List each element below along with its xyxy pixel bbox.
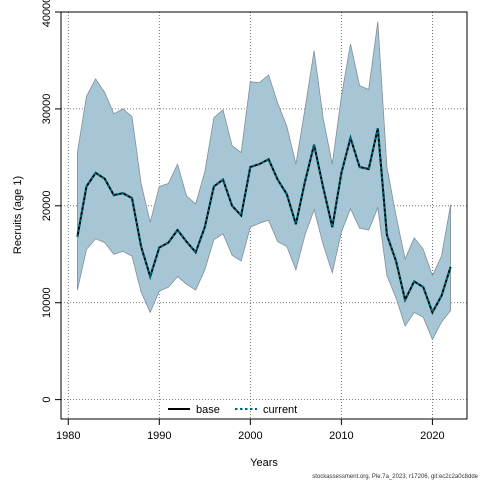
series-line-base	[76, 128, 452, 315]
legend-label-base: base	[196, 404, 220, 416]
series-lines	[76, 128, 452, 316]
x-axis: 1980 1990 2000 2010 2020	[56, 419, 445, 442]
grid	[61, 11, 467, 419]
y-axis: 0 10000 20000 30000 40000	[41, 0, 61, 403]
y-tick-label: 30000	[41, 94, 53, 125]
x-tick-label: 2000	[238, 430, 262, 442]
y-tick-label: 40000	[41, 0, 53, 27]
x-tick-label: 1980	[56, 430, 80, 442]
footer-text: stockassessment.org, Ple.7a_2023, r17206…	[312, 474, 478, 480]
confidence-band	[77, 21, 451, 341]
y-tick-label: 10000	[41, 287, 53, 318]
y-tick-label: 20000	[41, 191, 53, 222]
y-axis-title: Recruits (age 1)	[12, 176, 24, 254]
legend: base current	[168, 404, 297, 416]
y-tick-label: 0	[41, 397, 53, 403]
x-tick-label: 2010	[329, 430, 353, 442]
x-tick-label: 1990	[147, 430, 171, 442]
x-tick-label: 2020	[420, 430, 444, 442]
legend-label-current: current	[263, 404, 297, 416]
plot-frame	[60, 11, 468, 420]
x-axis-title: Years	[250, 457, 278, 469]
